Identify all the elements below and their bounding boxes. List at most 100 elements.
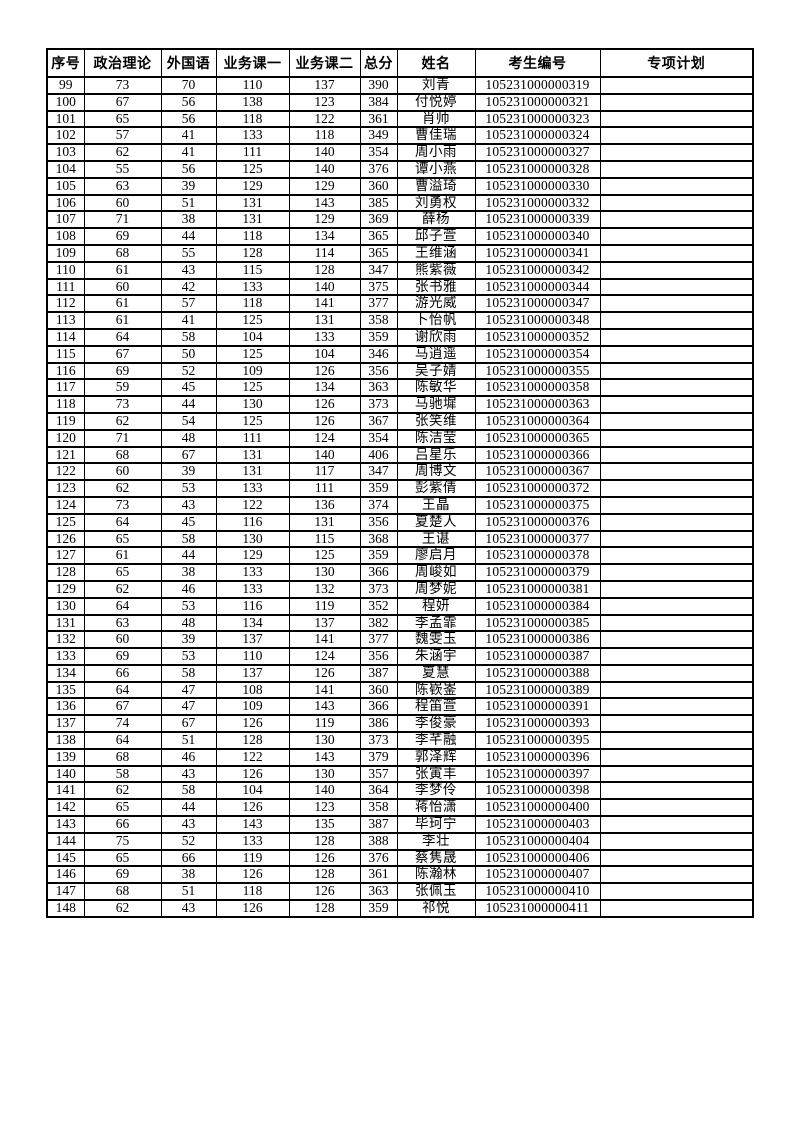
cell-total: 347	[359, 260, 398, 280]
cell-special_plan	[599, 294, 754, 314]
cell-foreign_lang: 51	[160, 193, 217, 213]
cell-course2: 134	[288, 378, 361, 398]
cell-course2: 125	[288, 546, 361, 566]
cell-course1: 109	[215, 697, 290, 717]
table-row: 111 60 42 133 140 375 张书雅 105231000000344	[46, 277, 754, 297]
cell-total: 359	[359, 546, 398, 566]
cell-name: 马逍遥	[396, 344, 476, 364]
cell-course1: 133	[215, 579, 290, 599]
cell-foreign_lang: 44	[160, 546, 217, 566]
table-row: 138 64 51 128 130 373 李芊融 105231000000395	[46, 731, 754, 750]
cell-foreign_lang: 41	[160, 126, 217, 146]
cell-candidate_id: 105231000000396	[474, 747, 601, 767]
cell-total: 376	[359, 159, 398, 179]
cell-name: 陈瀚林	[396, 865, 476, 885]
table-header-row: 序号 政治理论 外国语 业务课一 业务课二 总分 姓名 考生编号 专项计划	[46, 48, 754, 78]
cell-politics: 65	[83, 798, 162, 818]
cell-foreign_lang: 50	[160, 344, 217, 364]
cell-no: 104	[46, 159, 85, 179]
table-row: 101 65 56 118 122 361 肖帅 105231000000323	[46, 109, 754, 129]
cell-candidate_id: 105231000000410	[474, 882, 601, 902]
cell-candidate_id: 105231000000355	[474, 361, 601, 381]
table-row: 121 68 67 131 140 406 吕星乐 105231000000366	[46, 445, 754, 465]
table-row: 147 68 51 118 126 363 张佩玉 105231000000410	[46, 882, 754, 902]
cell-name: 刘青	[396, 76, 476, 95]
cell-name: 程妍	[396, 596, 476, 616]
cell-name: 李俊豪	[396, 714, 476, 734]
cell-name: 祁悦	[396, 899, 476, 918]
table-row: 142 65 44 126 123 358 蒋怡潇 105231000000400	[46, 798, 754, 818]
column-header-candidate_id: 考生编号	[474, 48, 601, 78]
cell-no: 124	[46, 495, 85, 515]
cell-politics: 73	[83, 495, 162, 515]
cell-name: 程笛萱	[396, 697, 476, 717]
cell-course2: 136	[288, 495, 361, 515]
cell-total: 352	[359, 596, 398, 616]
cell-total: 354	[359, 143, 398, 162]
cell-politics: 62	[83, 579, 162, 599]
cell-no: 125	[46, 512, 85, 532]
cell-candidate_id: 105231000000340	[474, 227, 601, 246]
cell-course1: 129	[215, 176, 290, 196]
cell-special_plan	[599, 831, 754, 851]
column-header-politics: 政治理论	[83, 48, 162, 78]
cell-total: 359	[359, 327, 398, 347]
cell-no: 114	[46, 327, 85, 347]
cell-course2: 134	[288, 227, 361, 246]
cell-foreign_lang: 55	[160, 243, 217, 263]
cell-special_plan	[599, 76, 754, 95]
cell-course2: 140	[288, 445, 361, 465]
cell-name: 曹佳瑞	[396, 126, 476, 146]
cell-total: 365	[359, 243, 398, 263]
cell-course1: 129	[215, 546, 290, 566]
cell-politics: 61	[83, 260, 162, 280]
cell-course1: 122	[215, 747, 290, 767]
cell-politics: 55	[83, 159, 162, 179]
cell-no: 138	[46, 731, 85, 750]
cell-course1: 134	[215, 613, 290, 633]
cell-candidate_id: 105231000000339	[474, 210, 601, 230]
cell-course2: 128	[288, 899, 361, 918]
cell-candidate_id: 105231000000372	[474, 479, 601, 498]
table-row: 100 67 56 138 123 384 付悦婷 105231000000321	[46, 92, 754, 112]
table-row: 102 57 41 133 118 349 曹佳瑞 105231000000324	[46, 126, 754, 146]
table-row: 141 62 58 104 140 364 李梦伶 105231000000398	[46, 781, 754, 801]
cell-foreign_lang: 45	[160, 378, 217, 398]
cell-total: 358	[359, 311, 398, 330]
cell-foreign_lang: 43	[160, 260, 217, 280]
cell-candidate_id: 105231000000342	[474, 260, 601, 280]
cell-special_plan	[599, 176, 754, 196]
cell-special_plan	[599, 781, 754, 801]
cell-foreign_lang: 53	[160, 596, 217, 616]
cell-course1: 126	[215, 764, 290, 784]
cell-no: 141	[46, 781, 85, 801]
cell-politics: 62	[83, 143, 162, 162]
cell-name: 刘勇权	[396, 193, 476, 213]
cell-candidate_id: 105231000000397	[474, 764, 601, 784]
cell-no: 102	[46, 126, 85, 146]
cell-politics: 59	[83, 378, 162, 398]
cell-no: 110	[46, 260, 85, 280]
cell-name: 周梦妮	[396, 579, 476, 599]
cell-no: 111	[46, 277, 85, 297]
cell-candidate_id: 105231000000364	[474, 411, 601, 431]
cell-course1: 104	[215, 327, 290, 347]
cell-no: 148	[46, 899, 85, 918]
cell-candidate_id: 105231000000347	[474, 294, 601, 314]
column-header-foreign_lang: 外国语	[160, 48, 217, 78]
cell-total: 385	[359, 193, 398, 213]
cell-politics: 57	[83, 126, 162, 146]
cell-name: 李孟霏	[396, 613, 476, 633]
cell-candidate_id: 105231000000400	[474, 798, 601, 818]
cell-course2: 122	[288, 109, 361, 129]
cell-no: 109	[46, 243, 85, 263]
cell-total: 387	[359, 815, 398, 834]
cell-course2: 129	[288, 176, 361, 196]
cell-no: 107	[46, 210, 85, 230]
cell-politics: 71	[83, 428, 162, 448]
cell-name: 廖启月	[396, 546, 476, 566]
cell-name: 陈洁莹	[396, 428, 476, 448]
cell-total: 386	[359, 714, 398, 734]
cell-politics: 73	[83, 395, 162, 414]
cell-politics: 64	[83, 731, 162, 750]
